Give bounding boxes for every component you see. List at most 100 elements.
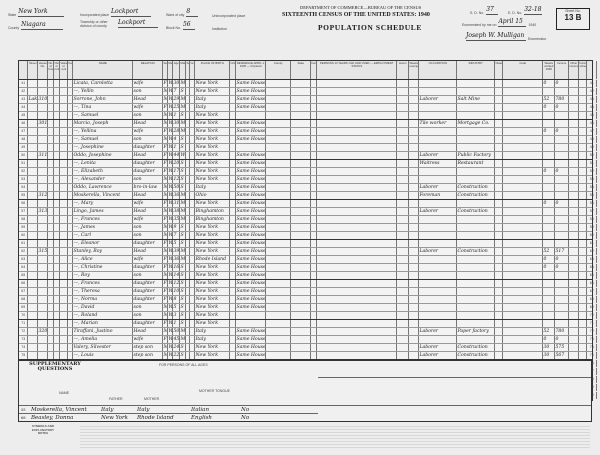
cell-hn [38, 224, 48, 231]
cell-empty [190, 192, 195, 199]
cell-inc: 0 [555, 264, 569, 271]
cell-empty [317, 344, 397, 351]
cell-empty [60, 160, 68, 167]
table-row: 58 —, Frances wife F W 35 M Binghamton Same Hous… [19, 216, 597, 224]
cell-ind [457, 272, 495, 279]
cell-ind [457, 168, 495, 175]
cell-wk [543, 208, 555, 215]
sheet-label: Sheet No. [565, 9, 581, 13]
cell-empty [397, 208, 409, 215]
cell-empty [68, 176, 73, 183]
cell-empty [569, 224, 579, 231]
cell-empty [495, 256, 503, 263]
cell-race: W [168, 296, 173, 303]
cell-empty [409, 272, 419, 279]
column-header: NAME [73, 61, 133, 79]
cell-empty [68, 136, 73, 143]
cell-empty [569, 248, 579, 255]
cell-empty [311, 168, 317, 175]
cell-sex: M [163, 96, 168, 103]
line-number: 43 [587, 96, 597, 103]
cell-empty [579, 216, 587, 223]
cell-empty [495, 352, 503, 359]
cell-empty [495, 272, 503, 279]
cell-empty [495, 328, 503, 335]
cell-race: W [168, 232, 173, 239]
cell-empty [230, 304, 236, 311]
cell-birth: New York [195, 112, 230, 119]
cell-empty [230, 296, 236, 303]
cell-rel: son [133, 224, 163, 231]
table-row: 68 —, Norma daughter F W 8 S New York Same House… [19, 296, 597, 304]
cell-age: 9 [173, 224, 180, 231]
cell-empty [569, 288, 579, 295]
cell-empty [409, 304, 419, 311]
sd-label: S. D. No. [470, 11, 485, 15]
cell-empty [503, 304, 543, 311]
cell-res: Same House [236, 264, 266, 271]
cell-empty [68, 240, 73, 247]
cell-empty [68, 248, 73, 255]
cell-empty [48, 288, 54, 295]
cell-age: 38 [173, 208, 180, 215]
cell-hn [38, 272, 48, 279]
cell-rel: daughter [133, 296, 163, 303]
cell-race: W [168, 136, 173, 143]
cell-empty [54, 192, 60, 199]
cell-empty [495, 128, 503, 135]
cell-empty [579, 304, 587, 311]
cell-empty [503, 112, 543, 119]
cell-res [236, 112, 266, 119]
cell-ind: Restaurant [457, 160, 495, 167]
cell-empty [291, 320, 311, 327]
sheet-number: 13 B [564, 13, 582, 22]
cell-empty [230, 96, 236, 103]
cell-sex: M [163, 272, 168, 279]
cell-empty [230, 352, 236, 359]
cell-inc: 517 [555, 248, 569, 255]
cell-rel: wife [133, 216, 163, 223]
cell-empty [54, 176, 60, 183]
cell-empty [317, 304, 397, 311]
cell-empty [190, 152, 195, 159]
cell-name: —, James [73, 224, 133, 231]
cell-empty [569, 128, 579, 135]
cell-empty [54, 232, 60, 239]
cell-empty [68, 192, 73, 199]
cell-empty [409, 168, 419, 175]
cell-ind [457, 88, 495, 95]
cell-wk [543, 144, 555, 151]
place-label: Incorporated place [80, 13, 109, 17]
cell-wk [543, 296, 555, 303]
column-header: Other income [569, 61, 579, 79]
cell-sex: M [163, 344, 168, 351]
table-row: 44 —, Tina wife F W 25 M Italy Same House 0 0 44 [19, 104, 597, 112]
cell-occ [419, 144, 457, 151]
cell-empty [317, 184, 397, 191]
cell-empty [54, 264, 60, 271]
cell-age: 4 [173, 136, 180, 143]
column-header: RESIDENCE APRIL 1, 1935 — City/town [236, 61, 266, 79]
line-number: 57 [19, 208, 28, 215]
cell-empty [68, 168, 73, 175]
cell-empty [495, 88, 503, 95]
cell-wk: 0 [543, 128, 555, 135]
cell-mar: M [180, 336, 186, 343]
cell-empty [569, 272, 579, 279]
cell-sex: F [163, 168, 168, 175]
cell-empty [190, 288, 195, 295]
cell-race: W [168, 344, 173, 351]
cell-race: W [168, 176, 173, 183]
cell-empty [397, 328, 409, 335]
cell-empty [409, 248, 419, 255]
cell-empty [230, 216, 236, 223]
enumerated-date: April 15 [498, 18, 527, 27]
cell-empty [579, 144, 587, 151]
line-number: 56 [19, 200, 28, 207]
cell-empty [291, 312, 311, 319]
line-number: 52 [19, 168, 28, 175]
cell-sex: M [163, 176, 168, 183]
cell-rel: step son [133, 352, 163, 359]
cell-empty [291, 112, 311, 119]
line-number: 72 [19, 328, 28, 335]
